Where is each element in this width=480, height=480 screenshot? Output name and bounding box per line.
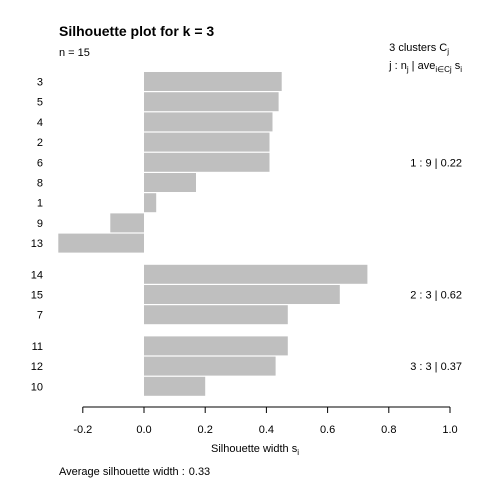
x-tick-label-2: 0.2 [198, 424, 213, 436]
observation-label-11: 11 [32, 341, 43, 353]
legend-header-clusters-sub: j [446, 47, 449, 56]
x-tick-label-1: 0.0 [136, 424, 151, 436]
x-tick-label-0: -0.2 [73, 424, 92, 436]
silhouette-bar-obs-12 [144, 356, 276, 376]
silhouette-bar-obs-3 [144, 72, 282, 91]
legend-header-j-sub: j [406, 65, 409, 74]
x-axis-label: Silhouette width si [211, 443, 299, 457]
observation-label-15: 15 [31, 290, 43, 302]
chart-title: Silhouette plot for k = 3 [59, 23, 214, 39]
observation-label-5: 5 [37, 97, 43, 109]
silhouette-bar-obs-7 [144, 305, 288, 325]
observation-label-14: 14 [31, 269, 43, 281]
observation-label-13: 13 [31, 238, 43, 250]
legend-header-ave: | ave [409, 60, 436, 72]
observation-label-10: 10 [31, 381, 43, 393]
average-silhouette-label: Average silhouette width : [59, 466, 185, 478]
legend-header-s-sub: i [460, 65, 462, 74]
cluster-summary-3: 3 : 3 | 0.37 [410, 361, 462, 373]
silhouette-bar-obs-5 [144, 92, 279, 112]
x-tick-label-4: 0.6 [320, 424, 335, 436]
legend-header-ave-sub: i∈Cj [435, 65, 452, 74]
x-tick-label-5: 0.8 [381, 424, 396, 436]
x-tick-label-6: 1.0 [442, 424, 457, 436]
legend-header-clusters: 3 clusters C [389, 42, 447, 54]
observation-label-2: 2 [37, 137, 43, 149]
observation-label-6: 6 [37, 157, 43, 169]
silhouette-bar-obs-14 [144, 264, 368, 284]
observation-label-12: 12 [31, 361, 43, 373]
legend-header-s: s [452, 60, 461, 72]
average-silhouette-value: 0.33 [189, 466, 210, 478]
silhouette-bar-obs-8 [144, 173, 196, 192]
silhouette-bar-obs-4 [144, 112, 273, 132]
observation-label-7: 7 [37, 310, 43, 322]
observation-label-1: 1 [37, 198, 43, 210]
cluster-summary-2: 2 : 3 | 0.62 [410, 290, 462, 302]
average-silhouette-width: Average silhouette width : 0.33 [59, 466, 210, 478]
bars-layer [58, 72, 368, 396]
x-axis-ticks: -0.2 0.0 0.2 0.4 0.6 0.8 1.0 [73, 407, 458, 436]
observation-label-3: 3 [37, 77, 43, 89]
cluster-summary-1: 1 : 9 | 0.22 [410, 157, 462, 169]
n-label: n = 15 [59, 47, 90, 59]
silhouette-bar-obs-15 [144, 285, 340, 304]
cluster-summaries: 1 : 9 | 0.22 2 : 3 | 0.62 3 : 3 | 0.37 [410, 157, 462, 373]
silhouette-bar-obs-6 [144, 152, 270, 172]
legend-header-j: j : n [388, 60, 407, 72]
silhouette-bar-obs-1 [144, 193, 157, 213]
silhouette-bar-obs-2 [144, 132, 270, 152]
observation-label-9: 9 [37, 218, 43, 230]
x-tick-label-3: 0.4 [259, 424, 274, 436]
silhouette-bar-obs-13 [58, 233, 144, 253]
observation-label-8: 8 [37, 178, 43, 190]
observation-labels: 3 5 4 2 6 8 1 9 13 14 15 7 11 12 10 [31, 77, 43, 394]
silhouette-bar-obs-10 [144, 376, 206, 396]
silhouette-bar-obs-11 [144, 336, 288, 356]
legend-header-line1: 3 clusters Cj [389, 42, 449, 56]
legend-header-line2: j : nj | avei∈Cj si [388, 60, 462, 74]
silhouette-bar-obs-9 [110, 213, 144, 233]
observation-label-4: 4 [37, 117, 43, 129]
